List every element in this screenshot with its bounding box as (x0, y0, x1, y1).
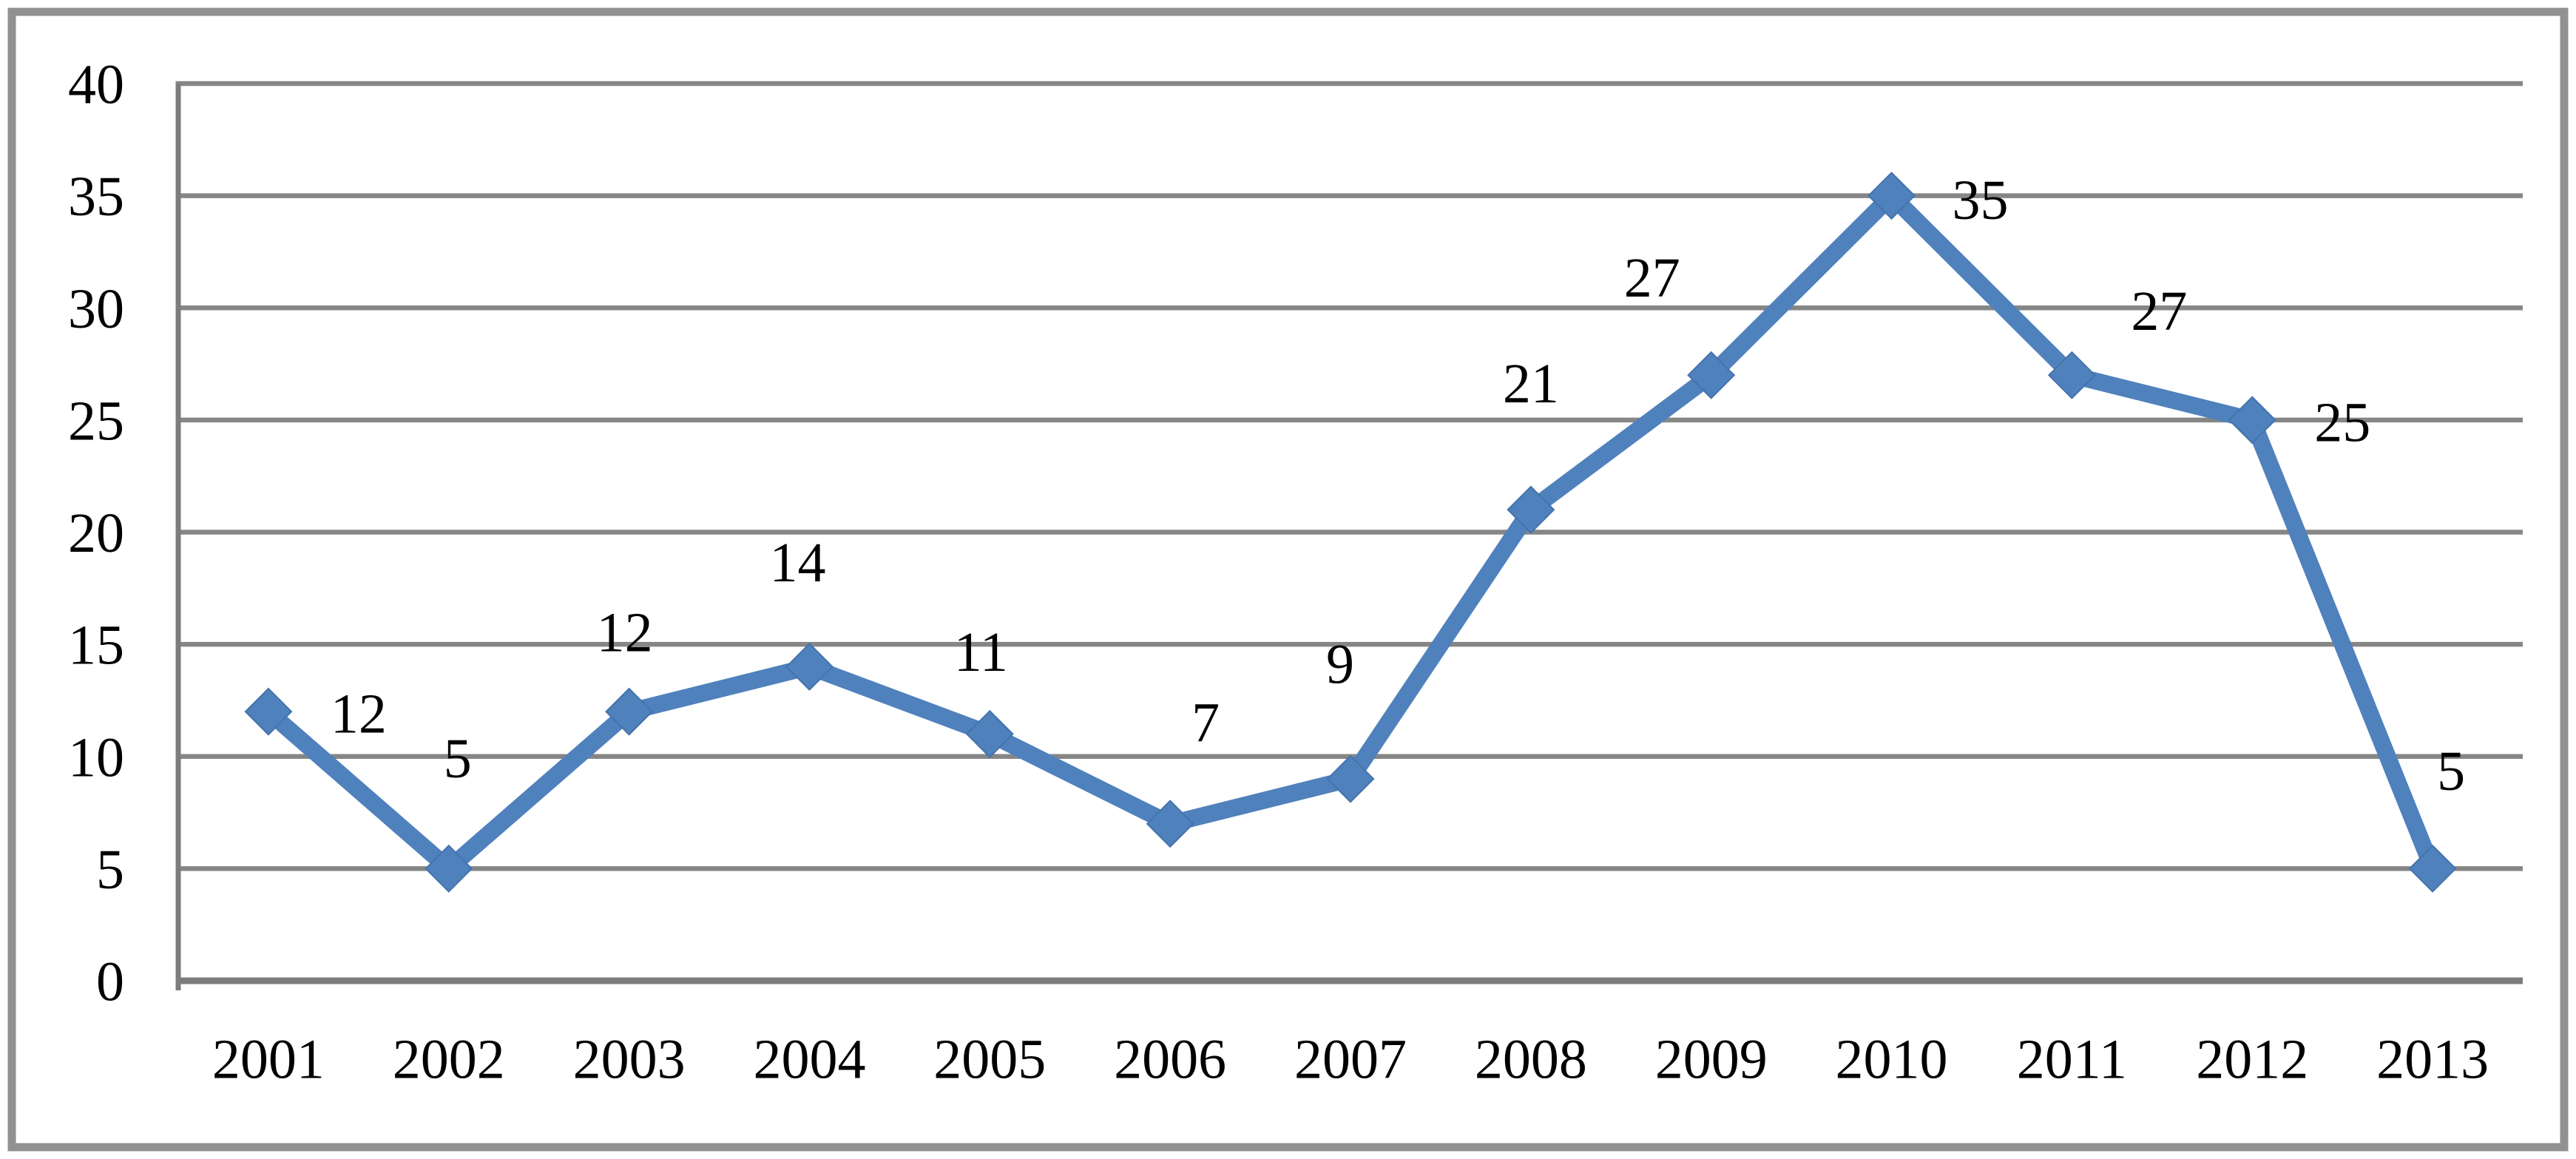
data-label: 27 (1624, 247, 1680, 309)
x-tick-label: 2008 (1475, 1029, 1587, 1091)
x-tick-label: 2004 (753, 1029, 865, 1091)
y-tick-label: 0 (96, 951, 124, 1013)
data-label: 5 (444, 728, 472, 790)
x-tick-label: 2012 (2196, 1029, 2308, 1091)
data-point-marker (244, 687, 293, 736)
data-label: 5 (2437, 740, 2465, 802)
x-tick-label: 2001 (212, 1029, 325, 1091)
data-label: 25 (2314, 391, 2370, 453)
x-tick-label: 2010 (1836, 1029, 1948, 1091)
y-tick-label: 10 (68, 726, 124, 788)
x-tick-label: 2003 (573, 1029, 686, 1091)
x-axis-labels: 2001 2002 2003 2004 2005 2006 2007 2008 2009 2010… (212, 1029, 2489, 1091)
data-label: 14 (769, 532, 825, 594)
x-tick-label: 2011 (2017, 1029, 2127, 1091)
data-point-marker (785, 642, 834, 691)
gridlines (175, 81, 2523, 871)
data-point-marker (1146, 800, 1194, 848)
x-tick-label: 2013 (2376, 1029, 2489, 1091)
data-point-marker (1687, 351, 1736, 399)
data-point-marker (2228, 396, 2276, 445)
data-point-marker (2408, 844, 2457, 893)
data-label: 21 (1503, 353, 1559, 415)
x-tick-label: 2009 (1655, 1029, 1768, 1091)
y-tick-label: 5 (96, 839, 124, 901)
data-label: 12 (597, 602, 653, 664)
data-label: 27 (2131, 280, 2187, 342)
data-label: 35 (1953, 169, 2009, 232)
data-label: 12 (331, 683, 387, 746)
y-tick-label: 40 (68, 54, 124, 116)
data-labels: 12 5 12 14 11 7 9 21 27 35 27 25 5 (331, 169, 2465, 802)
data-label: 11 (954, 621, 1008, 683)
chart-outer-border (7, 7, 2569, 1152)
y-tick-label: 25 (68, 390, 124, 452)
data-point-marker (425, 844, 473, 893)
y-tick-label: 15 (68, 615, 124, 677)
x-tick-label: 2006 (1114, 1029, 1226, 1091)
y-tick-label: 35 (68, 166, 124, 228)
data-point-marker (965, 709, 1014, 758)
y-tick-label: 20 (68, 502, 124, 564)
x-tick-label: 2002 (393, 1029, 505, 1091)
data-point-marker (605, 687, 654, 736)
y-axis-labels: 0 5 10 15 20 25 30 35 40 (68, 54, 124, 1013)
data-point-marker (1867, 172, 1916, 220)
data-label: 9 (1326, 634, 1354, 696)
x-tick-label: 2007 (1294, 1029, 1407, 1091)
data-point-markers (244, 172, 2457, 893)
axes (175, 84, 2523, 990)
data-point-marker (2047, 351, 2096, 399)
x-tick-label: 2005 (933, 1029, 1046, 1091)
data-point-marker (1326, 754, 1375, 803)
data-point-marker (1507, 485, 1555, 534)
data-label: 7 (1191, 692, 1220, 754)
y-tick-label: 30 (68, 278, 124, 340)
